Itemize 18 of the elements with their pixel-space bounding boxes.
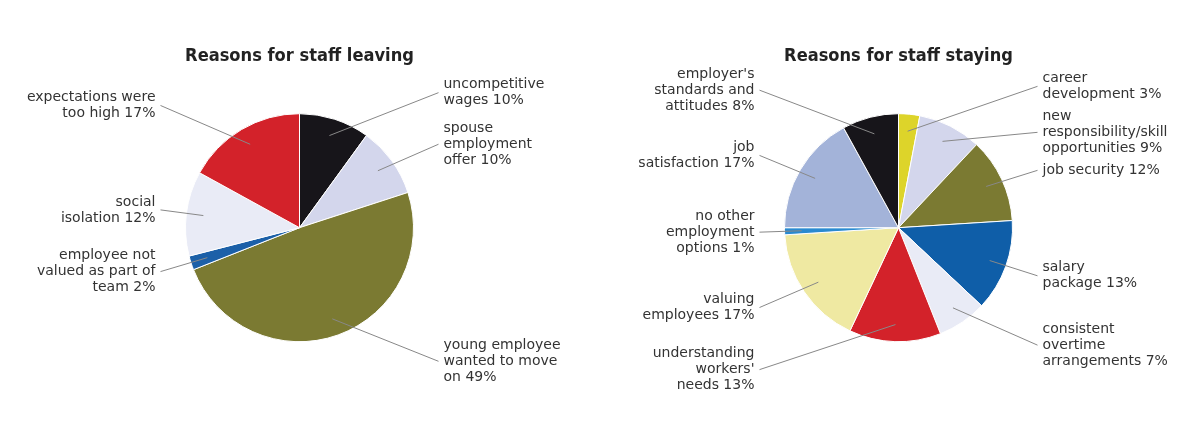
slice-label: career development 3% xyxy=(1042,68,1162,101)
slice-label: employer's standards and attitudes 8% xyxy=(654,64,755,113)
slice-label: consistent overtime arrangements 7% xyxy=(1042,319,1168,368)
slice-label: spouse employment offer 10% xyxy=(443,118,533,167)
slice-label: salary package 13% xyxy=(1042,258,1138,291)
chart-title: Reasons for staff staying xyxy=(784,45,1013,65)
slice-label: uncompetitive wages 10% xyxy=(443,75,545,108)
chart-title: Reasons for staff leaving xyxy=(185,45,414,65)
slice-label: job satisfaction 17% xyxy=(638,138,755,171)
slice-label: new responsibility/skill opportunities 9% xyxy=(1042,106,1168,155)
slice-label: expectations were too high 17% xyxy=(26,88,156,121)
slice-label: social isolation 12% xyxy=(60,192,156,225)
slice-label: understanding workers' needs 13% xyxy=(652,344,755,393)
slice-label: employee not valued as part of team 2% xyxy=(36,246,157,295)
slice-label: young employee wanted to move on 49% xyxy=(443,335,561,384)
slice-label: valuing employees 17% xyxy=(642,290,755,323)
slice-label: no other employment options 1% xyxy=(666,206,755,255)
slice-label: job security 12% xyxy=(1041,160,1160,177)
